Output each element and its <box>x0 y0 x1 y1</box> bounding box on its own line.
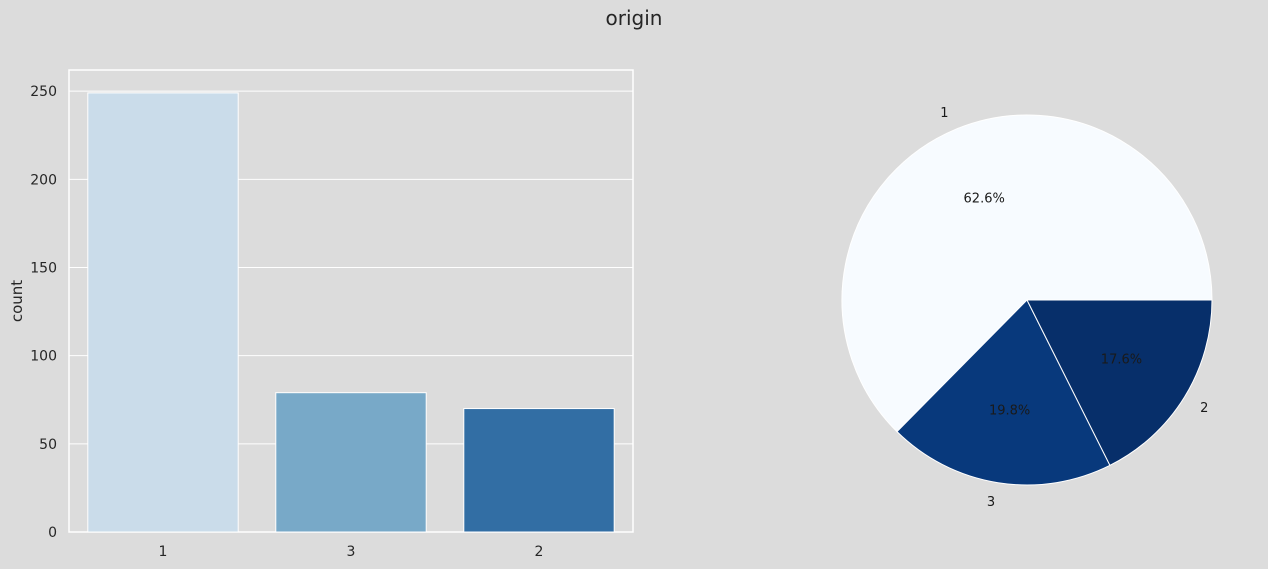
x-tick-label: 2 <box>535 544 544 560</box>
y-tick-label: 200 <box>30 172 57 188</box>
y-tick-label: 0 <box>48 525 57 541</box>
bar-chart: 0 50 100 150 200 250 1 3 2 count <box>8 69 634 560</box>
x-tick-label: 1 <box>159 544 168 560</box>
pie-slice <box>896 299 1111 486</box>
bar <box>275 392 427 533</box>
y-tick-label: 100 <box>30 349 57 365</box>
bar <box>87 92 239 533</box>
bar <box>463 408 615 533</box>
pie-percent-label: 62.6% <box>964 192 1005 207</box>
pie-slice <box>1026 299 1213 467</box>
pie-label: 3 <box>987 495 995 510</box>
x-tick-label: 3 <box>347 544 356 560</box>
pie-label: 1 <box>940 106 948 121</box>
pie-label: 2 <box>1200 401 1208 416</box>
figure-title: origin <box>605 6 663 30</box>
y-tick-label: 150 <box>30 260 57 276</box>
pie-slice <box>841 114 1213 433</box>
pie-percent-label: 19.8% <box>989 404 1030 419</box>
y-axis-label: count <box>8 280 26 322</box>
y-tick-label: 50 <box>39 437 57 453</box>
y-tick-label: 250 <box>30 84 57 100</box>
pie-chart: 1 62.6% 3 19.8% 2 17.6% <box>841 106 1213 510</box>
pie-percent-label: 17.6% <box>1101 352 1142 367</box>
